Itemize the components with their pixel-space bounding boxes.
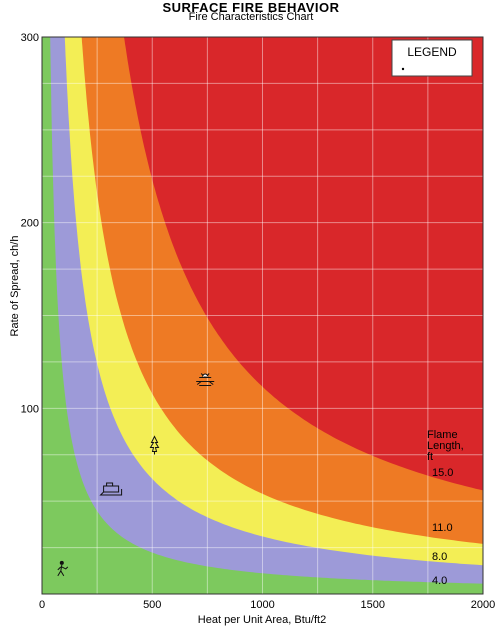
- plot-grid: [42, 37, 483, 594]
- chart-title: SURFACE FIRE BEHAVIOR: [162, 0, 340, 15]
- legend-frame: [391, 39, 473, 77]
- tree-torching-icon: [149, 435, 160, 455]
- x-tick-label: 1500: [361, 599, 385, 611]
- flame-length-label-15: 15.0: [432, 467, 453, 479]
- x-tick-label: 1000: [250, 599, 274, 611]
- axis-ticks: 0 500 1000 1500 2000 100 200 300: [21, 32, 496, 611]
- plot-frame: [41, 36, 484, 595]
- y-axis-label: Rate of Spread, ch/h: [9, 236, 21, 337]
- flame-length-label-11: 11.0: [432, 522, 453, 534]
- flame-length-heading-line-3: ft: [427, 451, 433, 463]
- legend-box: LEGEND: [391, 39, 473, 77]
- legend-title: LEGEND: [407, 45, 457, 59]
- flame-length-zones: [42, 37, 483, 594]
- y-tick-label: 100: [21, 403, 39, 415]
- walking-firefighter-icon: [57, 560, 69, 577]
- y-tick-label: 300: [21, 32, 39, 44]
- flame-length-heading-line-1: Flame: [427, 429, 458, 441]
- x-tick-label: 500: [143, 599, 161, 611]
- aircraft-icon: [196, 373, 215, 386]
- flame-length-label-8: 8.0: [432, 551, 447, 563]
- x-axis-label: Heat per Unit Area, Btu/ft2: [198, 614, 326, 626]
- activity-icons: [57, 373, 215, 577]
- dozer-icon: [99, 482, 123, 496]
- x-tick-label: 0: [39, 599, 45, 611]
- x-tick-label: 2000: [471, 599, 495, 611]
- y-tick-label: 200: [21, 218, 39, 230]
- zone-above-15-0: [124, 37, 483, 491]
- flame-length-heading-line-2: Length,: [427, 440, 464, 452]
- flame-length-heading: Flame Length, ft: [427, 429, 464, 463]
- chart-subtitle: Fire Characteristics Chart: [188, 11, 314, 23]
- legend-dot: [401, 67, 405, 71]
- flame-length-label-4: 4.0: [432, 575, 447, 587]
